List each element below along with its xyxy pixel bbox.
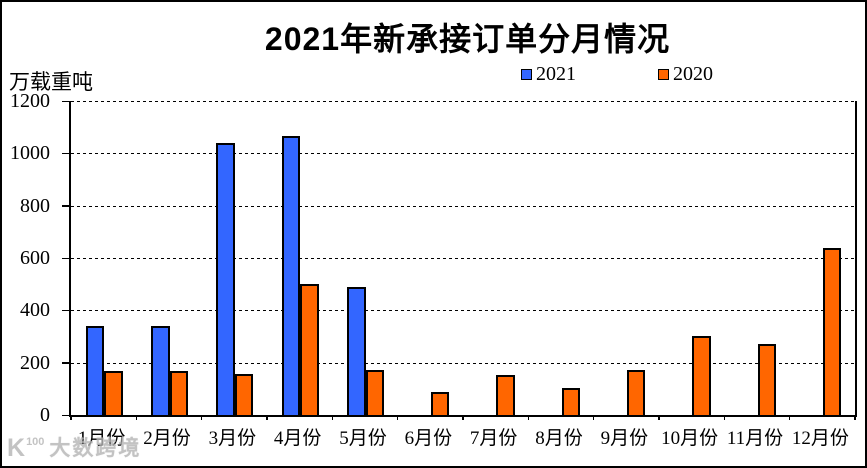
legend-item-2021: 2021 — [521, 63, 576, 85]
bar-2020-12月份 — [822, 247, 842, 415]
x-axis-label-7: 7月份 — [469, 428, 518, 449]
y-axis-label-1000: 1000 — [10, 142, 50, 165]
bar-2021-5月份 — [347, 286, 366, 415]
x-axis-tick-3 — [266, 415, 268, 420]
x-axis-tick-9 — [658, 415, 660, 420]
x-axis-label-12: 12月份 — [791, 428, 849, 449]
y-axis-tick-1000 — [62, 152, 71, 155]
gridline-400 — [71, 310, 855, 312]
x-axis-tick-12 — [854, 415, 856, 420]
bar-2020-11月份 — [757, 344, 777, 415]
bar-2020-5月份 — [365, 370, 385, 415]
bar-2020-7月份 — [496, 375, 515, 415]
y-axis-tick-600 — [62, 257, 71, 259]
x-axis-tick-10 — [723, 415, 726, 420]
y-axis-tick-200 — [62, 362, 71, 364]
bar-2021-1月份 — [85, 326, 105, 415]
legend-item-2020: 2020 — [658, 63, 713, 85]
x-axis-label-4: 4月份 — [273, 428, 322, 449]
x-axis-label-9: 9月份 — [600, 428, 649, 449]
watermark-brand-text: 大数跨境 — [49, 437, 142, 460]
x-axis-tick-8 — [592, 415, 595, 420]
y-axis-tick-1200 — [62, 100, 71, 102]
gridline-1200 — [71, 101, 855, 102]
x-axis-tick-7 — [527, 415, 530, 420]
x-axis-label-1: 1月份 — [77, 428, 126, 449]
y-axis-unit-label: 万载重吨 — [9, 71, 93, 94]
x-axis-label-2: 2月份 — [143, 428, 191, 449]
legend: 2021 2020 — [2, 63, 865, 85]
bar-2020-4月份 — [300, 284, 319, 415]
x-axis-label-6: 6月份 — [404, 428, 453, 449]
y-axis-tick-0 — [62, 414, 71, 416]
y-axis-label-800: 800 — [20, 194, 50, 217]
x-axis-tick-6 — [462, 415, 464, 420]
y-axis-label-600: 600 — [20, 247, 50, 269]
y-axis-tick-800 — [62, 205, 71, 207]
x-axis-tick-5 — [396, 415, 399, 420]
watermark-logo-sup: 100 — [26, 436, 45, 448]
bar-2020-8月份 — [561, 387, 581, 415]
bar-2020-10月份 — [692, 335, 711, 415]
bar-2020-1月份 — [104, 370, 123, 415]
legend-swatch-2021 — [521, 68, 532, 80]
x-axis-tick-4 — [331, 415, 334, 420]
gridline-800 — [71, 205, 855, 207]
y-axis-label-0: 0 — [40, 404, 50, 426]
bar-2021-4月份 — [281, 136, 301, 415]
x-axis-label-3: 3月份 — [208, 428, 257, 449]
bar-2020-2月份 — [169, 370, 189, 415]
bar-2020-9月份 — [626, 369, 646, 415]
bar-2020-3月份 — [234, 374, 254, 415]
watermark-logo-icon: K — [7, 434, 26, 462]
y-axis-label-200: 200 — [20, 351, 50, 374]
bar-2021-2月份 — [151, 326, 170, 415]
x-axis-label-5: 5月份 — [339, 428, 387, 449]
legend-label-2021: 2021 — [536, 63, 576, 85]
bar-2020-6月份 — [430, 391, 450, 415]
x-axis-label-10: 10月份 — [661, 428, 719, 449]
x-axis-tick-2 — [200, 415, 203, 420]
x-axis-tick-1 — [135, 415, 138, 420]
legend-swatch-2020 — [658, 68, 669, 80]
x-axis-label-11: 11月份 — [726, 428, 784, 449]
plot-area — [62, 100, 857, 420]
chart-title: 2021年新承接订单分月情况 — [264, 21, 671, 57]
y-axis-label-400: 400 — [20, 299, 50, 322]
legend-label-2020: 2020 — [673, 63, 713, 85]
y-axis-label-1200: 1200 — [10, 90, 50, 112]
watermark: K 100 大数跨境 — [7, 436, 141, 461]
x-axis-tick-11 — [788, 415, 791, 420]
x-axis-tick-0 — [70, 415, 72, 420]
y-axis-tick-400 — [62, 309, 71, 312]
gridline-200 — [71, 362, 855, 364]
bar-2021-3月份 — [216, 142, 235, 415]
gridline-600 — [71, 258, 855, 259]
x-axis-label-8: 8月份 — [535, 428, 583, 449]
gridline-1000 — [71, 153, 855, 155]
